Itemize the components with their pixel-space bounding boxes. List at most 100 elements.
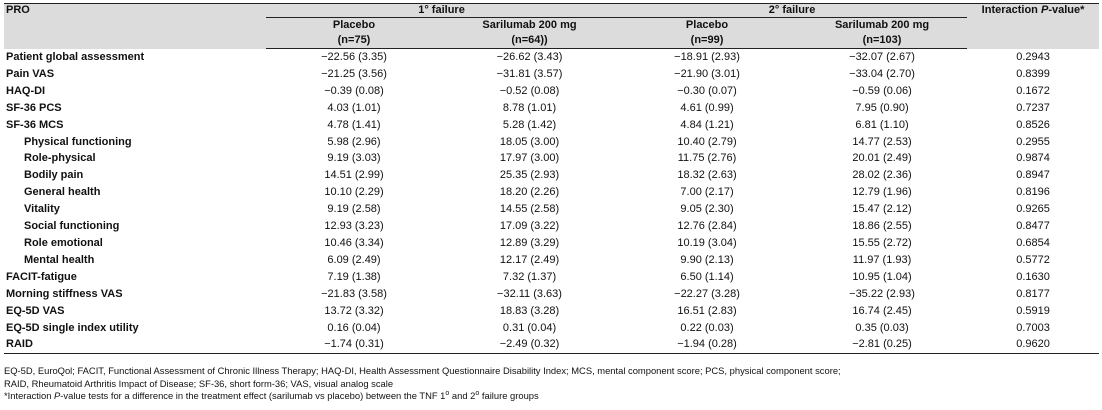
row-label: RAID (4, 336, 266, 355)
interaction-pvalue-header: Interaction P-value* (967, 3, 1100, 49)
value-cell: 7.95 (0.90) (855, 101, 909, 114)
value-cell: 4.03 (1.01) (327, 101, 381, 114)
row-label: Mental health (24, 253, 95, 266)
row-label: General health (24, 186, 101, 199)
table-row: Bodily pain 14.51 (2.99) 25.35 (2.93) 18.32… (4, 167, 1099, 184)
value-cell: −32.07 (2.67) (849, 51, 915, 63)
first-failure-group-header: 1° failure (266, 3, 618, 18)
value-cell: 9.90 (2.13) (680, 253, 734, 266)
value-cell: −21.90 (3.01) (674, 67, 740, 80)
value-cell: 7.00 (2.17) (680, 186, 734, 199)
table-row: EQ-5D single index utility 0.16 (0.04) 0.3… (4, 320, 1099, 337)
value-cell: 7.19 (1.38) (327, 270, 381, 283)
row-label: EQ-5D VAS (6, 304, 65, 317)
col-header-n: (n=103) (797, 33, 968, 49)
value-cell: −0.39 (0.08) (324, 84, 384, 97)
interaction-pvalue-cell: 0.1630 (1016, 270, 1050, 283)
table-row: Role-physical 9.19 (3.03) 17.97 (3.00) 11.7… (4, 150, 1099, 167)
value-cell: −21.83 (3.58) (321, 287, 387, 300)
value-cell: 18.86 (2.55) (852, 220, 912, 233)
interaction-pvalue-cell: 0.8477 (1016, 220, 1050, 233)
interaction-pvalue-cell: 0.5772 (1016, 253, 1050, 266)
col-header-name: Sarilumab 200 mg (442, 17, 618, 33)
value-cell: 6.81 (1.10) (855, 118, 909, 131)
interaction-pvalue-cell: 0.7003 (1016, 321, 1050, 334)
table-row: Physical functioning 5.98 (2.96) 18.05 (3.… (4, 134, 1099, 151)
value-cell: −0.52 (0.08) (499, 84, 560, 97)
value-cell: 8.78 (1.01) (502, 101, 557, 114)
second-failure-sup: 2° (768, 4, 780, 17)
value-cell: 17.09 (3.22) (499, 220, 560, 233)
value-cell: 10.10 (2.29) (324, 186, 384, 199)
pro-results-table: PRO 1° failure 2° failure Interaction P-… (4, 3, 1100, 355)
value-cell: 4.84 (1.21) (680, 118, 734, 131)
value-cell: 10.40 (2.79) (677, 135, 737, 148)
fn-end: failure groups (479, 390, 539, 402)
interaction-pvalue-cell: 0.8177 (1016, 287, 1050, 300)
fn-sup-1: o (445, 390, 450, 398)
value-cell: −0.30 (0.07) (677, 84, 737, 97)
row-label: HAQ-DI (6, 84, 46, 97)
value-cell: −2.49 (0.32) (442, 336, 618, 355)
second-failure-label: failure (782, 4, 816, 17)
value-cell: 6.09 (2.49) (327, 253, 381, 266)
table-header: PRO 1° failure 2° failure Interaction P-… (4, 3, 1100, 49)
row-label: EQ-5D single index utility (6, 321, 139, 334)
col-header-name: Sarilumab 200 mg (797, 17, 968, 33)
interaction-pvalue-cell: 0.1672 (1016, 84, 1050, 97)
value-cell: 12.76 (2.84) (677, 220, 737, 233)
value-cell: 10.19 (3.04) (677, 236, 737, 249)
value-cell: 18.05 (3.00) (499, 135, 560, 148)
value-cell: 16.74 (2.45) (852, 304, 912, 317)
interaction-pvalue-cell: 0.2955 (1016, 135, 1050, 148)
value-cell: 11.75 (2.76) (677, 152, 737, 165)
value-cell: 10.46 (3.34) (324, 236, 384, 249)
row-label: Patient global assessment (6, 50, 145, 63)
second-failure-group-header: 2° failure (617, 3, 968, 18)
row-label: Bodily pain (24, 169, 84, 182)
value-cell: −0.59 (0.06) (852, 84, 912, 97)
value-cell: 20.01 (2.49) (852, 152, 912, 165)
value-cell: 5.28 (1.42) (502, 118, 557, 131)
value-cell: 4.61 (0.99) (680, 101, 734, 114)
table-row: Pain VAS −21.25 (3.56) −31.81 (3.57) −21.90… (4, 66, 1099, 83)
value-cell: 25.35 (2.93) (499, 169, 560, 182)
table-footnotes: EQ-5D, EuroQol; FACIT, Functional Assess… (4, 365, 1098, 403)
value-cell: 18.20 (2.26) (499, 186, 560, 199)
table-row: SF-36 MCS 4.78 (1.41) 5.28 (1.42) 4.84 (1.2… (4, 117, 1099, 134)
value-cell: 12.93 (3.23) (324, 220, 384, 233)
first-failure-sup: 1° (418, 4, 429, 17)
col-header-name: Placebo (617, 17, 798, 33)
interaction-pvalue-cell: 0.8526 (1016, 118, 1050, 131)
value-cell: −26.62 (3.43) (496, 51, 563, 63)
abbreviations-line-1: EQ-5D, EuroQol; FACIT, Functional Assess… (4, 365, 841, 376)
value-cell: 9.19 (2.58) (327, 203, 381, 216)
value-cell: −32.11 (3.63) (497, 287, 562, 300)
fn-and: and 2 (449, 390, 476, 402)
interaction-pvalue-cell: 0.8196 (1016, 186, 1050, 199)
table-row: Social functioning 12.93 (3.23) 17.09 (3.2… (4, 218, 1099, 235)
table-row: Mental health 6.09 (2.49) 12.17 (2.49) 9.90… (4, 252, 1099, 269)
table-row: Morning stiffness VAS −21.83 (3.58) −32.11… (4, 286, 1099, 303)
value-cell: −22.27 (3.28) (674, 287, 740, 300)
row-label: Social functioning (24, 220, 120, 233)
value-cell: 7.32 (1.37) (502, 270, 557, 283)
value-cell: 0.31 (0.04) (502, 321, 557, 334)
row-label: Role emotional (24, 236, 103, 249)
value-cell: −2.81 (0.25) (797, 336, 968, 355)
value-cell: 14.51 (2.99) (324, 169, 384, 182)
row-label: Physical functioning (24, 135, 132, 148)
table-row: Vitality 9.19 (2.58) 14.55 (2.58) 9.05 (2.3… (4, 201, 1099, 218)
value-cell: −1.94 (0.28) (617, 336, 798, 355)
value-cell: −22.56 (3.35) (321, 51, 387, 63)
row-label: SF-36 MCS (6, 118, 64, 131)
value-cell: −31.81 (3.57) (496, 67, 563, 80)
interaction-pvalue-cell: 0.2943 (1016, 50, 1050, 63)
value-cell: −35.22 (2.93) (849, 287, 915, 300)
value-cell: 14.55 (2.58) (499, 203, 560, 216)
interaction-pvalue-cell: 0.8399 (1016, 67, 1050, 80)
table-body: Patient global assessment −22.56 (3.35) −2… (4, 49, 1100, 355)
value-cell: 12.79 (1.96) (852, 186, 912, 199)
row-label: SF-36 PCS (6, 101, 62, 114)
